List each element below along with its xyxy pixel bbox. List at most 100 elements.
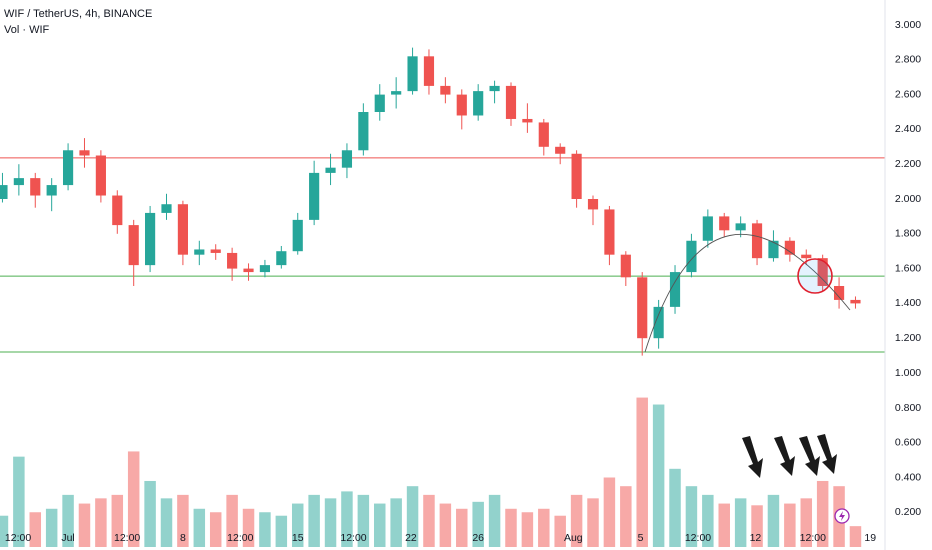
candle-body <box>79 150 90 156</box>
levels <box>0 157 885 353</box>
volume-bar <box>259 512 271 547</box>
axes: 1.000 1.200 1.400 1.600 1.800 2.000 2.200 2.400… <box>5 0 921 550</box>
candle-body <box>292 219 303 252</box>
chart-title: WIF / TetherUS, 4h, BINANCE <box>4 8 152 20</box>
x-tick-label: 12:00 <box>685 532 711 544</box>
volume-bar <box>751 505 763 547</box>
y-tick-label: 3.000 <box>895 19 921 31</box>
highlight-circle <box>797 258 833 294</box>
volume-bar <box>456 508 468 547</box>
candle-body <box>62 150 74 186</box>
candle-body <box>128 225 139 266</box>
volume-bar <box>718 503 730 547</box>
candle-body <box>817 258 828 286</box>
candle-body <box>177 204 188 255</box>
y2-tick-label: 0.400 <box>895 471 921 483</box>
volume-bar <box>767 494 780 547</box>
volume-bar <box>669 468 681 547</box>
candle-body <box>784 240 795 255</box>
x-tick-label: 22 <box>405 532 417 544</box>
candle-body <box>13 178 24 186</box>
arrow <box>742 436 763 478</box>
candle-body <box>489 85 500 92</box>
volume-bar <box>570 494 583 547</box>
candle-body <box>210 249 221 253</box>
volume-bar <box>685 486 698 547</box>
candle-body <box>259 265 271 273</box>
volume-bar <box>78 503 91 547</box>
candle-body <box>522 118 533 123</box>
candle-body <box>456 94 467 116</box>
volume-bar <box>702 494 714 547</box>
y-tick-label: 1.000 <box>895 367 921 379</box>
volume-bar <box>603 477 616 547</box>
volume-bar <box>587 498 599 547</box>
candle-body <box>538 122 549 147</box>
y-tick-label: 1.800 <box>895 228 921 240</box>
volume-bar <box>374 503 386 547</box>
candle-body <box>358 112 369 151</box>
candle-body <box>161 204 172 213</box>
candle-body <box>194 249 205 255</box>
volume-bar <box>406 486 419 547</box>
y-tick-label: 2.200 <box>895 158 921 170</box>
volume-bar <box>784 503 796 547</box>
volume-bar <box>62 494 74 547</box>
candle-body <box>440 85 451 95</box>
candle-body <box>391 91 402 95</box>
candle-body <box>637 277 648 339</box>
volume-bar <box>95 498 107 547</box>
x-tick-label: 12:00 <box>227 532 253 544</box>
candle-body <box>719 216 730 231</box>
volume-bar <box>439 503 452 547</box>
x-tick-label: 19 <box>864 532 876 544</box>
candle-body <box>227 252 238 269</box>
x-tick-label: Aug <box>564 532 583 544</box>
candle-body <box>751 223 763 259</box>
volume-bar <box>636 397 648 547</box>
candle-body <box>145 212 156 266</box>
volume-bar <box>341 491 353 547</box>
volume-bars <box>0 397 862 547</box>
x-tick-label: 15 <box>292 532 304 544</box>
candle-body <box>850 299 861 304</box>
volume-bar <box>0 515 9 547</box>
lightning-glyph <box>839 511 845 521</box>
volume-bar <box>111 494 124 547</box>
volume-label: Vol · WIF <box>4 24 50 36</box>
x-tick-label: 12:00 <box>114 532 140 544</box>
y-tick-label: 2.600 <box>895 88 921 100</box>
candle-body <box>46 185 57 196</box>
volume-bar <box>734 498 747 547</box>
candle-body <box>243 268 254 273</box>
volume-bar <box>521 512 534 547</box>
y-tick-label: 1.600 <box>895 262 921 274</box>
volume-bar <box>177 494 189 547</box>
candle-body <box>325 167 336 173</box>
volume-bar <box>160 498 173 547</box>
volume-bar <box>652 404 665 547</box>
volume-bar <box>226 494 238 547</box>
candle-body <box>505 85 517 119</box>
candle-body <box>276 251 287 266</box>
x-tick-label: 12 <box>750 532 762 544</box>
volume-bar <box>209 512 222 547</box>
volume-bar <box>242 508 255 547</box>
volume-bar <box>505 508 517 547</box>
volume-bar <box>538 508 550 547</box>
trend-arc <box>644 233 851 353</box>
y2-tick-label: 0.800 <box>895 402 921 414</box>
volume-bar <box>390 498 402 547</box>
x-tick-label: 12:00 <box>800 532 826 544</box>
arrow <box>774 436 795 476</box>
volume-bar <box>620 486 632 547</box>
candle-body <box>473 91 484 116</box>
volume-bar <box>357 494 370 547</box>
volume-bar <box>308 494 320 547</box>
candle-body <box>423 56 435 86</box>
candle-body <box>309 172 320 220</box>
candle-body <box>620 254 631 278</box>
candle-body <box>587 199 599 210</box>
